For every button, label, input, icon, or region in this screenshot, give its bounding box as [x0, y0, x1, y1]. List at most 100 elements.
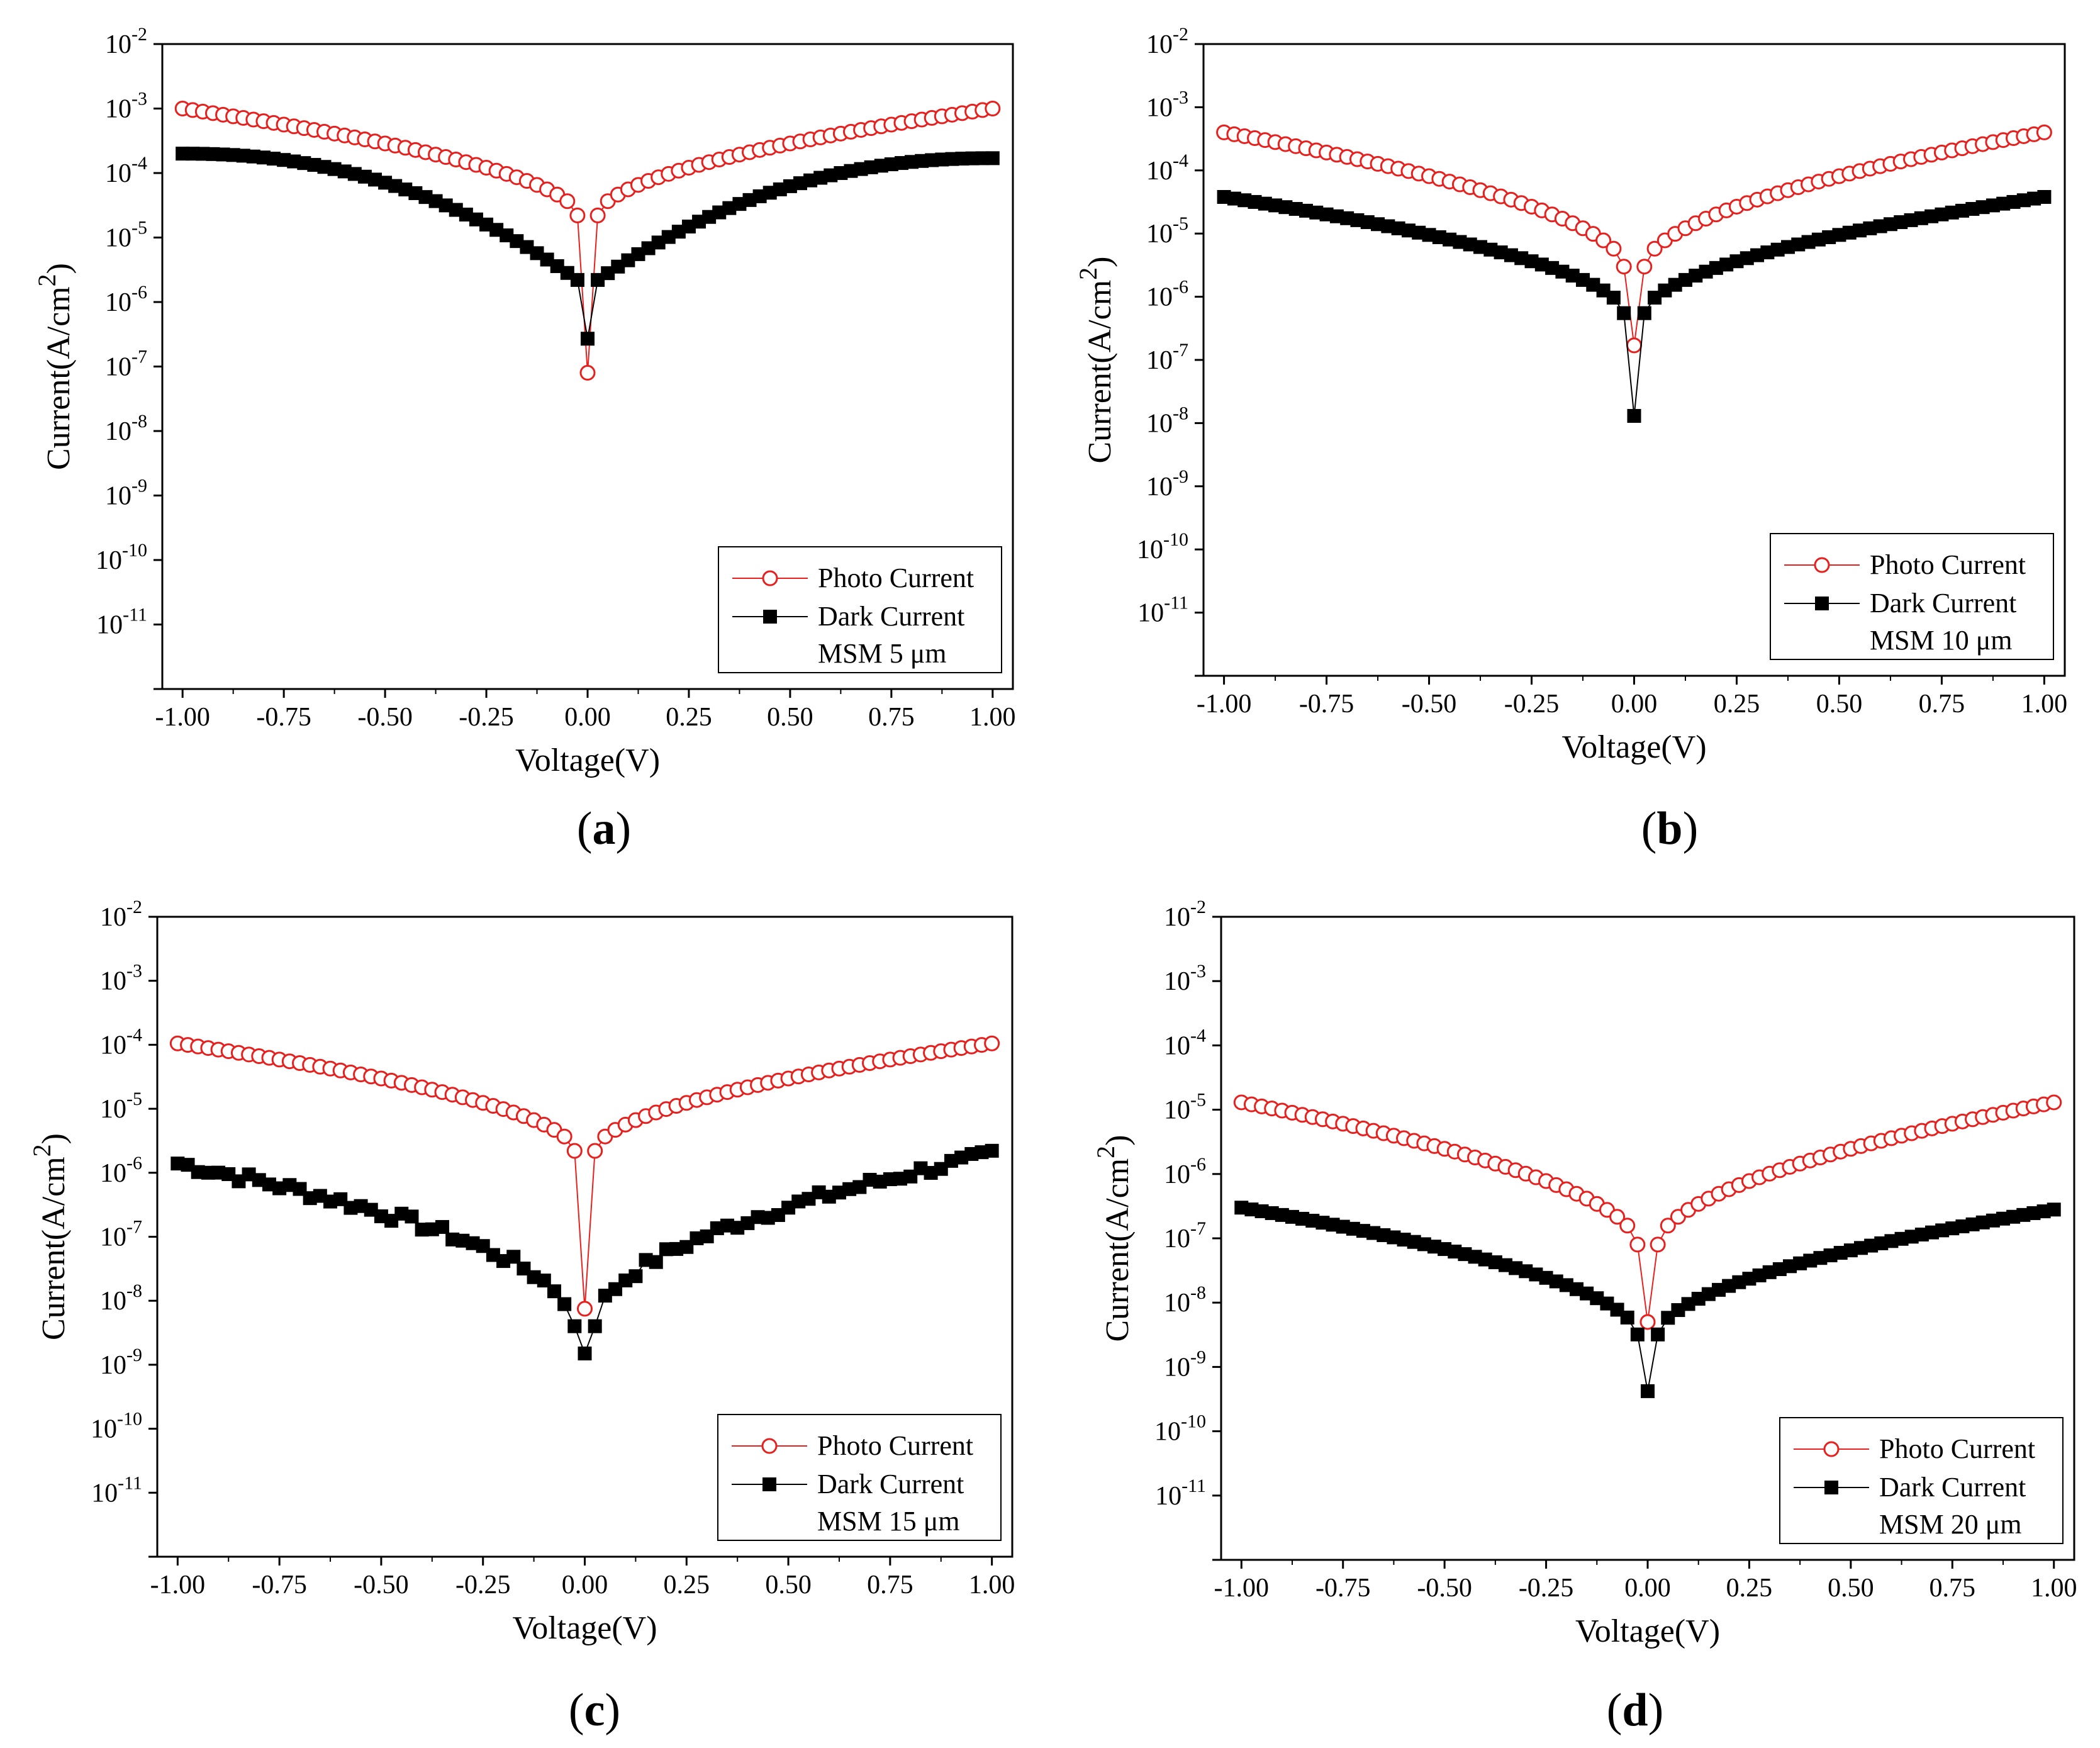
photo-current-point-b — [2036, 124, 2052, 140]
y-tick-label-a: 10-3 — [105, 89, 147, 124]
dark-current-point-c — [567, 1319, 582, 1333]
dark-current-point-d — [1630, 1327, 1645, 1342]
photo-current-point-b — [1626, 337, 1642, 354]
panel-label-a: a — [592, 803, 616, 854]
legend-photo-marker-d — [1823, 1441, 1840, 1457]
y-tick-label-c: 10-11 — [91, 1472, 142, 1508]
y-tick-label-a: 10-9 — [105, 476, 147, 511]
legend-photo-label-b: Photo Current — [1870, 549, 2026, 580]
series-line-dark-b — [1224, 196, 2045, 417]
x-tick-label-d: 0.75 — [1930, 1574, 1976, 1603]
panel-label-c: c — [584, 1684, 605, 1736]
x-tick-label-a: 0.00 — [564, 703, 611, 732]
photo-current-point-d — [2046, 1094, 2062, 1111]
legend-photo-marker-c — [761, 1438, 778, 1454]
photo-current-point-c — [566, 1143, 583, 1159]
y-tick-label-d: 10-10 — [1154, 1411, 1206, 1447]
legend-photo-marker-a — [762, 570, 778, 586]
photo-current-point-d — [1660, 1218, 1676, 1234]
legend-note-c: MSM 15 μm — [817, 1506, 960, 1537]
photo-current-point-c — [556, 1128, 572, 1145]
y-tick-label-d: 10-2 — [1164, 897, 1206, 932]
y-axis-label-d: Current(A/cm2) — [1092, 1135, 1136, 1342]
x-tick-label-a: 0.75 — [868, 703, 915, 732]
y-axis-label-b: Current(A/cm2) — [1074, 256, 1118, 463]
y-tick-label-d: 10-11 — [1155, 1476, 1206, 1511]
x-tick-label-c: 1.00 — [969, 1571, 1015, 1600]
y-tick-label-b: 10-4 — [1146, 150, 1188, 186]
panel-a: -1.00 -0.75 -0.50 -0.25 0.00 0.25 0.50 0.75 1.00… — [0, 0, 1050, 872]
x-tick-label-c: 0.75 — [867, 1571, 913, 1600]
chart-b: -1.00 -0.75 -0.50 -0.25 0.00 0.25 0.50 0.75 1.00… — [1074, 24, 2068, 765]
x-tick-label-c: 0.00 — [562, 1571, 608, 1600]
legend-dark-marker-a — [763, 610, 777, 624]
dark-current-point-c — [537, 1274, 551, 1288]
y-axis-label-a: Current(A/cm2) — [33, 263, 77, 470]
dark-current-point-c — [985, 1143, 999, 1158]
x-tick-label-c: -0.25 — [455, 1571, 511, 1600]
photo-current-point-b — [1646, 240, 1663, 257]
photo-current-point-d — [1639, 1314, 1656, 1330]
legend-photo-label-d: Photo Current — [1879, 1433, 2035, 1464]
photo-current-point-c — [984, 1035, 1000, 1051]
photo-current-point-a — [579, 364, 596, 381]
y-tick-label-d: 10-5 — [1164, 1090, 1206, 1125]
photo-current-point-c — [577, 1301, 593, 1317]
y-tick-label-b: 10-11 — [1137, 593, 1188, 628]
photo-current-point-a — [569, 207, 586, 223]
y-tick-label-a: 10-7 — [105, 347, 147, 382]
legend-photo-marker-b — [1814, 557, 1830, 573]
legend-dark-label-a: Dark Current — [818, 601, 964, 632]
legend-note-d: MSM 20 μm — [1879, 1509, 2022, 1540]
panel-label-b: b — [1656, 803, 1683, 854]
x-tick-label-c: -0.75 — [252, 1571, 307, 1600]
dark-current-point-b — [1617, 306, 1631, 320]
dark-current-point-c — [578, 1346, 592, 1360]
series-line-dark-a — [182, 153, 993, 339]
y-axis-label-c: Current(A/cm2) — [28, 1133, 72, 1340]
legend-a: Photo Current Dark Current MSM 5 μm — [718, 546, 1002, 673]
legend-b: Photo Current Dark Current MSM 10 μm — [1770, 533, 2054, 660]
y-tick-label-c: 10-4 — [100, 1024, 142, 1060]
x-tick-label-b: -0.75 — [1299, 690, 1354, 719]
photo-current-point-b — [1606, 240, 1622, 257]
y-tick-label-d: 10-3 — [1164, 961, 1206, 996]
dark-current-point-c — [547, 1284, 561, 1299]
legend-c: Photo Current Dark Current MSM 15 μm — [717, 1414, 1002, 1541]
y-tick-label-a: 10-6 — [105, 282, 147, 317]
y-tick-label-b: 10-7 — [1146, 340, 1188, 375]
y-tick-label-a: 10-11 — [96, 605, 147, 640]
x-tick-label-a: -0.50 — [357, 703, 413, 732]
photo-current-point-b — [1636, 259, 1653, 275]
chart-a: -1.00 -0.75 -0.50 -0.25 0.00 0.25 0.50 0.75 1.00… — [33, 24, 1016, 778]
photo-current-point-d — [1650, 1236, 1666, 1253]
photo-current-point-c — [587, 1143, 603, 1159]
y-tick-label-b: 10-3 — [1146, 87, 1188, 122]
legend-note-a: MSM 5 μm — [818, 638, 947, 669]
y-tick-label-b: 10-8 — [1146, 403, 1188, 438]
dark-current-point-c — [405, 1209, 419, 1224]
x-tick-label-b: -1.00 — [1197, 690, 1252, 719]
legend-d: Photo Current Dark Current MSM 20 μm — [1779, 1417, 2064, 1544]
panel-caption-a: (a) — [576, 803, 632, 854]
x-tick-label-a: -0.75 — [256, 703, 311, 732]
dark-current-point-c — [628, 1269, 643, 1284]
x-tick-label-b: 0.25 — [1714, 690, 1760, 719]
legend-photo-label-c: Photo Current — [817, 1430, 973, 1461]
x-tick-label-c: 0.50 — [765, 1571, 812, 1600]
dark-current-point-c — [588, 1319, 602, 1333]
x-tick-label-b: 1.00 — [2021, 690, 2068, 719]
legend-dark-marker-c — [762, 1477, 776, 1491]
dark-current-point-a — [570, 272, 584, 287]
x-axis-label-a: Voltage(V) — [515, 742, 660, 778]
y-tick-label-a: 10-2 — [105, 24, 147, 59]
legend-note-b: MSM 10 μm — [1870, 625, 2013, 656]
photo-current-point-a — [559, 193, 576, 210]
photo-current-point-d — [1619, 1218, 1636, 1234]
chart-c: -1.00 -0.75 -0.50 -0.25 0.00 0.25 0.50 0.75 1.00… — [28, 897, 1015, 1646]
dark-current-point-b — [2037, 189, 2052, 204]
dark-current-point-d — [2047, 1202, 2061, 1217]
x-tick-label-d: 1.00 — [2031, 1574, 2077, 1603]
x-tick-label-c: -1.00 — [150, 1571, 206, 1600]
y-tick-label-a: 10-5 — [105, 218, 147, 253]
